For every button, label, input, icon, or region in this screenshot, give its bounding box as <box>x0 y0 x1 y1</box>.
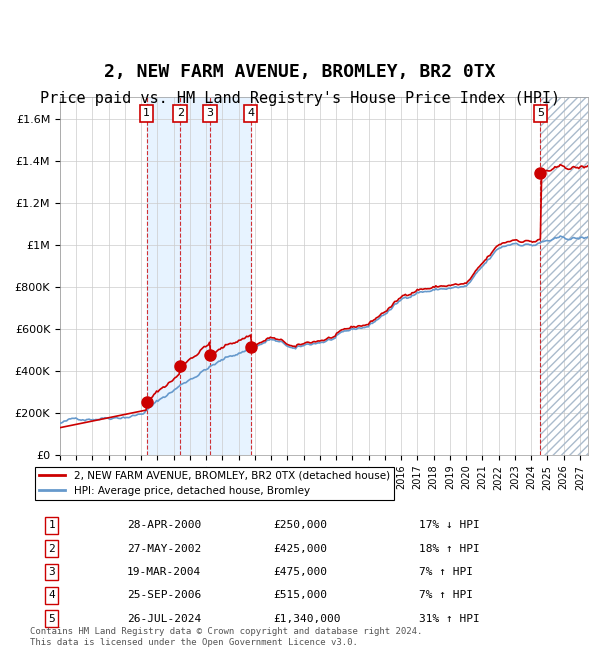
Text: 26-JUL-2024: 26-JUL-2024 <box>127 614 202 624</box>
Text: 4: 4 <box>247 108 254 118</box>
Text: 2: 2 <box>48 543 55 554</box>
Text: 5: 5 <box>48 614 55 624</box>
Bar <box>541 98 588 455</box>
Text: 19-MAR-2004: 19-MAR-2004 <box>127 567 202 577</box>
Text: 1: 1 <box>143 108 150 118</box>
Text: 5: 5 <box>537 108 544 118</box>
Text: 7% ↑ HPI: 7% ↑ HPI <box>419 567 473 577</box>
Text: 27-MAY-2002: 27-MAY-2002 <box>127 543 202 554</box>
Legend: 2, NEW FARM AVENUE, BROMLEY, BR2 0TX (detached house), HPI: Average price, detac: 2, NEW FARM AVENUE, BROMLEY, BR2 0TX (de… <box>35 467 394 500</box>
Text: 1: 1 <box>48 520 55 530</box>
Text: 2, NEW FARM AVENUE, BROMLEY, BR2 0TX: 2, NEW FARM AVENUE, BROMLEY, BR2 0TX <box>104 63 496 81</box>
Bar <box>181 98 210 455</box>
Text: £475,000: £475,000 <box>273 567 327 577</box>
Text: £1,340,000: £1,340,000 <box>273 614 341 624</box>
Text: £515,000: £515,000 <box>273 590 327 601</box>
Text: 31% ↑ HPI: 31% ↑ HPI <box>419 614 479 624</box>
Text: 7% ↑ HPI: 7% ↑ HPI <box>419 590 473 601</box>
Bar <box>541 98 588 455</box>
Text: 25-SEP-2006: 25-SEP-2006 <box>127 590 202 601</box>
Bar <box>146 98 181 455</box>
Text: £250,000: £250,000 <box>273 520 327 530</box>
Bar <box>210 98 251 455</box>
Text: 4: 4 <box>48 590 55 601</box>
Text: Contains HM Land Registry data © Crown copyright and database right 2024.
This d: Contains HM Land Registry data © Crown c… <box>30 627 422 647</box>
Text: 17% ↓ HPI: 17% ↓ HPI <box>419 520 479 530</box>
Text: 3: 3 <box>48 567 55 577</box>
Text: 18% ↑ HPI: 18% ↑ HPI <box>419 543 479 554</box>
Text: £425,000: £425,000 <box>273 543 327 554</box>
Text: 2: 2 <box>177 108 184 118</box>
Text: 28-APR-2000: 28-APR-2000 <box>127 520 202 530</box>
Text: 3: 3 <box>206 108 213 118</box>
Text: Price paid vs. HM Land Registry's House Price Index (HPI): Price paid vs. HM Land Registry's House … <box>40 91 560 106</box>
